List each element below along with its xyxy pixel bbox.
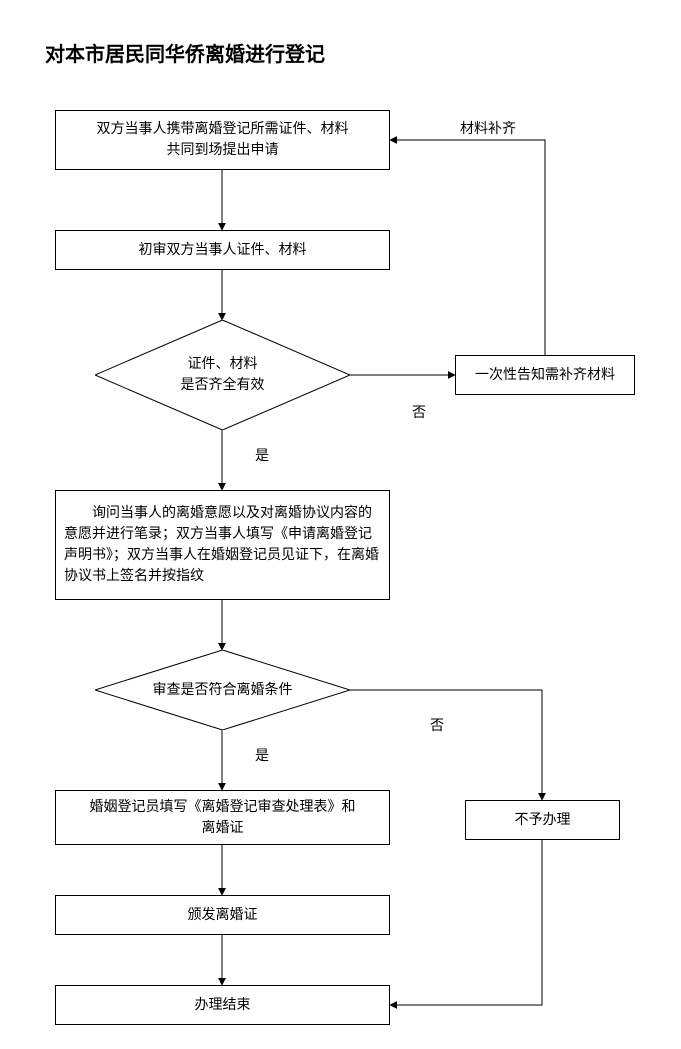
node-text: 一次性告知需补齐材料 — [475, 365, 615, 386]
node-n5: 婚姻登记员填写《离婚登记审查处理表》和 离婚证 — [55, 790, 390, 845]
node-text: 双方当事人携带离婚登记所需证件、材料 共同到场提出申请 — [97, 119, 349, 161]
node-n8: 办理结束 — [55, 985, 390, 1025]
node-text: 不予办理 — [515, 810, 571, 831]
node-text: 婚姻登记员填写《离婚登记审查处理表》和 离婚证 — [90, 797, 356, 839]
node-text: 办理结束 — [195, 995, 251, 1016]
node-text: 询问当事人的离婚意愿以及对离婚协议内容的意愿并进行笔录；双方当事人填写《申请离婚… — [64, 503, 381, 587]
node-text: 颁发离婚证 — [188, 905, 258, 926]
node-d1: 证件、材料 是否齐全有效 — [95, 320, 350, 430]
node-text: 初审双方当事人证件、材料 — [139, 240, 307, 261]
label-l_no1: 否 — [412, 402, 426, 422]
node-n7: 颁发离婚证 — [55, 895, 390, 935]
node-n6: 不予办理 — [465, 800, 620, 840]
node-n4: 询问当事人的离婚意愿以及对离婚协议内容的意愿并进行笔录；双方当事人填写《申请离婚… — [55, 490, 390, 600]
label-l_yes2: 是 — [255, 745, 269, 765]
edge-e11 — [390, 840, 542, 1005]
node-text: 证件、材料 是否齐全有效 — [181, 354, 265, 396]
edge-e8 — [350, 690, 542, 800]
node-text: 审查是否符合离婚条件 — [153, 680, 293, 701]
label-l_no2: 否 — [430, 715, 444, 735]
label-l_supp: 材料补齐 — [460, 118, 516, 138]
node-n1: 双方当事人携带离婚登记所需证件、材料 共同到场提出申请 — [55, 110, 390, 170]
node-d2: 审查是否符合离婚条件 — [95, 650, 350, 730]
page-title: 对本市居民同华侨离婚进行登记 — [45, 38, 325, 67]
node-n3: 一次性告知需补齐材料 — [455, 355, 635, 395]
node-n2: 初审双方当事人证件、材料 — [55, 230, 390, 270]
edge-e4 — [390, 140, 545, 355]
label-l_yes1: 是 — [255, 445, 269, 465]
flowchart-canvas: 对本市居民同华侨离婚进行登记 双方当事人携带离婚登记所需证件、材料 共同到场提出… — [0, 0, 681, 1049]
